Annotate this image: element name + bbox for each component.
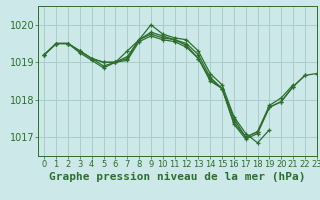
X-axis label: Graphe pression niveau de la mer (hPa): Graphe pression niveau de la mer (hPa)	[49, 172, 306, 182]
